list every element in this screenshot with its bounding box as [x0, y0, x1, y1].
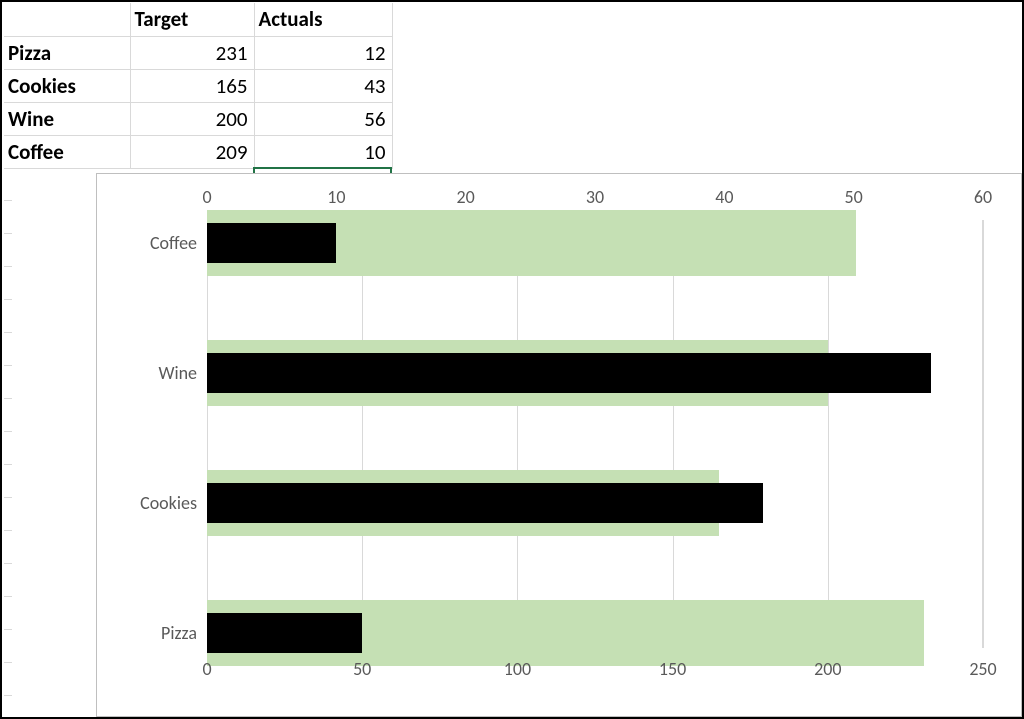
cell-pizza-target[interactable]: 231 [130, 36, 254, 69]
cell-wine-actuals[interactable]: 56 [254, 102, 392, 135]
actuals-bar [207, 223, 336, 263]
row-label-coffee[interactable]: Coffee [4, 135, 130, 168]
bottom-axis-tick-label: 150 [648, 658, 698, 680]
chart-gridline [517, 220, 518, 648]
actuals-bar [207, 483, 763, 523]
data-table[interactable]: Target Actuals Pizza 231 12 Cookies 165 … [4, 3, 393, 169]
cell-wine-target[interactable]: 200 [130, 102, 254, 135]
chart-gridline [983, 220, 984, 648]
cell-cookies-target[interactable]: 165 [130, 69, 254, 102]
bottom-axis-tick-label: 250 [958, 658, 1008, 680]
actuals-bar [207, 613, 362, 653]
header-actuals[interactable]: Actuals [254, 3, 392, 36]
top-axis-tick-label: 60 [958, 186, 1008, 208]
row-label-wine[interactable]: Wine [4, 102, 130, 135]
cell-coffee-target[interactable]: 209 [130, 135, 254, 168]
cell-coffee-actuals[interactable]: 10 [254, 135, 392, 168]
bottom-axis-tick-label: 100 [492, 658, 542, 680]
chart-gridline [362, 220, 363, 648]
spreadsheet-view: Target Actuals Pizza 231 12 Cookies 165 … [0, 0, 1024, 719]
bar-chart[interactable]: 0 50 100 150 200 250 0 10 20 30 40 50 60 Coffee Wine Co… [96, 173, 1022, 717]
top-axis-tick-label: 0 [182, 186, 232, 208]
table-row: Coffee 209 10 [4, 135, 392, 168]
actuals-bar [207, 353, 931, 393]
row-label-pizza[interactable]: Pizza [4, 36, 130, 69]
chart-gridline [207, 220, 208, 648]
header-blank[interactable] [4, 3, 130, 36]
cell-pizza-actuals[interactable]: 12 [254, 36, 392, 69]
bottom-axis-tick-label: 0 [182, 658, 232, 680]
table-header-row: Target Actuals [4, 3, 392, 36]
chart-gridline [828, 220, 829, 648]
top-axis-tick-label: 10 [311, 186, 361, 208]
table-row: Cookies 165 43 [4, 69, 392, 102]
category-axis-label: Cookies [111, 492, 197, 514]
category-axis-label: Wine [111, 362, 197, 384]
bottom-axis-tick-label: 200 [803, 658, 853, 680]
header-target[interactable]: Target [130, 3, 254, 36]
row-gridlines [4, 168, 12, 719]
row-label-cookies[interactable]: Cookies [4, 69, 130, 102]
chart-gridline [673, 220, 674, 648]
category-axis-label: Pizza [111, 622, 197, 644]
cell-cookies-actuals[interactable]: 43 [254, 69, 392, 102]
top-axis-tick-label: 50 [829, 186, 879, 208]
top-axis-tick-label: 20 [441, 186, 491, 208]
table-row: Wine 200 56 [4, 102, 392, 135]
top-axis-tick-label: 40 [699, 186, 749, 208]
top-axis-tick-label: 30 [570, 186, 620, 208]
chart-plot-area [207, 220, 983, 648]
category-axis-label: Coffee [111, 232, 197, 254]
bottom-axis-tick-label: 50 [337, 658, 387, 680]
table-row: Pizza 231 12 [4, 36, 392, 69]
